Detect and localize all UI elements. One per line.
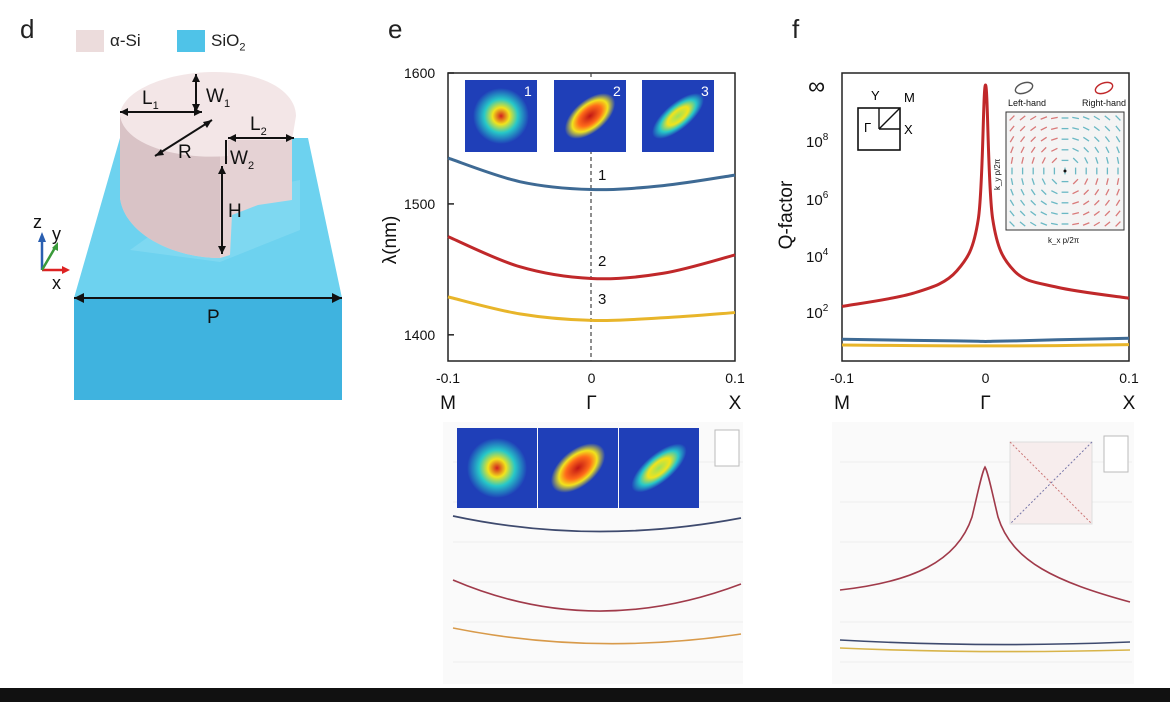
inset-number-3: 3	[701, 83, 709, 99]
band-curve-2	[447, 235, 736, 281]
y-axis-label-e: λ(nm)	[380, 216, 401, 265]
q-curve-3	[841, 343, 1130, 348]
sym-label-0: M	[834, 393, 850, 414]
legend-asi-label: α-Si	[110, 31, 141, 50]
bottom-f-replica-plot	[839, 435, 1132, 663]
dim-h-label: H	[228, 201, 242, 222]
band-curves	[447, 156, 736, 323]
legend-sio2-label: SiO2	[211, 31, 245, 53]
wavelength-chart: 1 2 3 1600 1500 1400 -0.1 0 0.1 M Γ X 1 2 3 λ(…	[380, 65, 745, 414]
polarization-inset: Left-hand Right-hand k_y p/2π k_x p/2π	[993, 81, 1126, 245]
x-ticks-f: -0.1 0 0.1	[830, 370, 1139, 386]
polar-right-label: Right-hand	[1082, 98, 1126, 108]
x-tick--0.1: -0.1	[436, 370, 460, 386]
y-axis-label-f: Q-factor	[776, 180, 797, 249]
y-tick-1500: 1500	[404, 196, 435, 212]
x-tick--0.1: -0.1	[830, 370, 854, 386]
dimension-arrowheads	[74, 74, 342, 303]
bz-y-label: Y	[871, 88, 880, 103]
inset-y-label: k_y p/2π	[993, 158, 1002, 190]
legend-asi-swatch	[76, 30, 104, 52]
sym-label-1: Γ	[586, 393, 596, 414]
y-tick-1e2: 102	[806, 303, 829, 322]
substrate-front	[74, 298, 342, 400]
inset-x-label: k_x p/2π	[1048, 236, 1080, 245]
sym-label-2: X	[1123, 393, 1136, 414]
axis-x-label: x	[52, 273, 61, 293]
dim-l1-label: L1	[142, 88, 159, 112]
legend-sio2-text: SiO	[211, 31, 240, 50]
q-curve-2	[841, 336, 1130, 344]
dimension-lines	[74, 74, 342, 299]
bz-x-label: X	[904, 122, 913, 137]
pillar-top	[120, 72, 296, 157]
y-ticks-f: ∞ 108 106 104 102	[806, 73, 829, 322]
inset-number-2: 2	[613, 83, 621, 99]
y-tick-1400: 1400	[404, 327, 435, 343]
y-ticks-e: 1600 1500 1400	[404, 65, 454, 343]
curve-label-3: 3	[598, 291, 606, 308]
dim-l2-label: L2	[250, 114, 267, 138]
q-factor-curves	[841, 83, 1130, 348]
dim-r-label: R	[178, 142, 192, 163]
sym-label-2: X	[729, 393, 742, 414]
brillouin-zone-inset: Y M Γ X	[857, 88, 915, 151]
dim-w2-label: W2	[230, 148, 254, 172]
y-tick-1600: 1600	[404, 65, 435, 81]
band-curve-3	[447, 295, 736, 323]
sym-label-0: M	[440, 393, 456, 414]
structure-diagram: L1 W1 R L2 W2 H P z y x	[33, 72, 342, 400]
dim-w1-label: W1	[206, 86, 230, 110]
q-curve-1	[841, 83, 1130, 308]
y-tick-1e6: 106	[806, 190, 829, 209]
band-curve-1	[447, 156, 736, 192]
field-insets-e	[465, 80, 714, 152]
y-tick-1e4: 104	[806, 247, 829, 266]
dim-p-label: P	[207, 307, 220, 328]
x-tick-0: 0	[588, 370, 596, 386]
legend-sio2-swatch	[177, 30, 205, 52]
axis-z-label: z	[33, 212, 42, 232]
y-tick-inf: ∞	[808, 73, 825, 100]
x-tick-0.1: 0.1	[725, 370, 745, 386]
y-tick-1e8: 108	[806, 132, 829, 151]
panel-f-letter: f	[792, 14, 800, 44]
x-ticks-e: -0.1 0 0.1	[436, 370, 745, 386]
x-tick-0.1: 0.1	[1119, 370, 1139, 386]
polar-left-label: Left-hand	[1008, 98, 1046, 108]
bottom-black-bar	[0, 688, 1170, 702]
curve-label-1: 1	[598, 167, 606, 184]
bz-gamma-label: Γ	[864, 120, 871, 135]
sym-label-1: Γ	[980, 393, 990, 414]
panel-e-letter: e	[388, 14, 403, 44]
panel-d-letter: d	[20, 14, 35, 44]
bottom-e-replica-plot	[452, 428, 743, 663]
axis-y-label: y	[52, 224, 61, 244]
inset-number-1: 1	[524, 83, 532, 99]
curve-label-2: 2	[598, 253, 606, 270]
x-tick-0: 0	[982, 370, 990, 386]
bz-m-label: M	[904, 90, 915, 105]
legend-sio2-sub: 2	[239, 41, 246, 54]
